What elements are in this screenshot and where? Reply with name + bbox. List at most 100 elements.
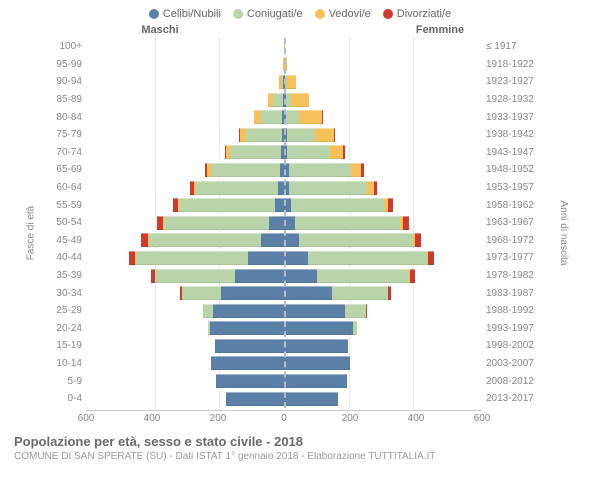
bar-side-female (284, 304, 482, 318)
chart-title: Popolazione per età, sesso e stato civil… (14, 434, 586, 449)
bar-side-female (284, 356, 482, 370)
pyramid-row: 25-291988-1992 (50, 302, 538, 320)
bar-side-female (284, 145, 482, 159)
bar-seg (182, 286, 222, 300)
age-label: 60-64 (50, 182, 86, 193)
bar-side-female (284, 57, 482, 71)
bar-seg (351, 163, 361, 177)
bar-seg (261, 110, 282, 124)
bar-side-male (86, 163, 284, 177)
x-tick: 600 (78, 413, 95, 424)
bar-seg (284, 40, 285, 54)
pyramid-row: 45-491968-1972 (50, 232, 538, 250)
bar-seg (136, 251, 248, 265)
bars-wrap (86, 304, 482, 318)
pyramid-rows: 100+≤ 191795-991918-192290-941923-192785… (50, 38, 538, 408)
bar-seg (149, 233, 261, 247)
header-female: Femmine (300, 24, 540, 36)
x-tick: 400 (144, 413, 161, 424)
bar-side-male (86, 251, 284, 265)
bar-side-female (284, 75, 482, 89)
year-label: 2003-2007 (482, 358, 538, 369)
year-label: 2008-2012 (482, 376, 538, 387)
bar-seg (235, 269, 285, 283)
bar-seg (284, 233, 299, 247)
bar-seg (196, 181, 279, 195)
year-label: ≤ 1917 (482, 41, 538, 52)
bar-seg (155, 269, 234, 283)
bar-seg (284, 269, 317, 283)
year-label: 1943-1947 (482, 147, 538, 158)
x-tick: 0 (281, 413, 287, 424)
bar-seg (284, 321, 353, 335)
legend-item: Vedovi/e (315, 8, 371, 20)
bar-seg (286, 110, 299, 124)
bars-wrap (86, 128, 482, 142)
age-label: 95-99 (50, 59, 86, 70)
bar-seg (299, 233, 413, 247)
bar-seg (179, 198, 275, 212)
bar-seg (332, 286, 388, 300)
bars-wrap (86, 339, 482, 353)
bar-seg (284, 374, 347, 388)
year-label: 1918-1922 (482, 59, 538, 70)
age-label: 70-74 (50, 147, 86, 158)
bars-wrap (86, 93, 482, 107)
bars-wrap (86, 163, 482, 177)
age-label: 55-59 (50, 200, 86, 211)
bar-seg (164, 216, 270, 230)
bar-side-male (86, 145, 284, 159)
year-label: 1948-1952 (482, 164, 538, 175)
pyramid-row: 30-341983-1987 (50, 284, 538, 302)
legend-label: Celibi/Nubili (163, 8, 221, 20)
bar-seg (361, 163, 364, 177)
legend-item: Divorziati/e (383, 8, 451, 20)
bar-seg (221, 286, 284, 300)
pyramid-row: 90-941923-1927 (50, 73, 538, 91)
bar-seg (211, 163, 280, 177)
x-tick: 200 (342, 413, 359, 424)
legend-swatch (149, 9, 159, 19)
bars-wrap (86, 251, 482, 265)
bars-wrap (86, 374, 482, 388)
bar-seg (284, 286, 332, 300)
legend-label: Divorziati/e (397, 8, 451, 20)
bar-seg (284, 198, 291, 212)
bar-side-female (284, 93, 482, 107)
bar-seg (284, 356, 350, 370)
pyramid-row: 15-191998-2002 (50, 337, 538, 355)
age-label: 10-14 (50, 358, 86, 369)
year-label: 1963-1967 (482, 217, 538, 228)
bar-seg (275, 198, 284, 212)
bar-seg (428, 251, 435, 265)
chart-footer: Popolazione per età, sesso e stato civil… (0, 428, 600, 462)
pyramid-row: 0-42013-2017 (50, 390, 538, 408)
bar-seg (203, 304, 213, 318)
bar-side-female (284, 198, 482, 212)
pyramid-row: 55-591958-1962 (50, 196, 538, 214)
age-label: 75-79 (50, 129, 86, 140)
pyramid-row: 5-92008-2012 (50, 372, 538, 390)
bars-wrap (86, 321, 482, 335)
year-label: 1923-1927 (482, 76, 538, 87)
bar-side-female (284, 392, 482, 406)
bar-side-male (86, 93, 284, 107)
x-tick: 600 (474, 413, 491, 424)
bar-seg (366, 304, 367, 318)
bar-seg (287, 128, 315, 142)
pyramid-row: 70-74 1943-1947 (50, 144, 538, 162)
bars-wrap (86, 198, 482, 212)
age-label: 15-19 (50, 340, 86, 351)
column-headers: Maschi Femmine (0, 24, 600, 36)
age-label: 30-34 (50, 288, 86, 299)
age-label: 25-29 (50, 305, 86, 316)
bar-seg (287, 145, 330, 159)
bar-seg (261, 233, 284, 247)
age-label: 40-44 (50, 252, 86, 263)
x-axis: 6004002000200400600 (86, 410, 482, 428)
bar-seg (353, 321, 356, 335)
bar-seg (315, 128, 335, 142)
bar-seg (289, 163, 352, 177)
bar-side-male (86, 181, 284, 195)
bar-seg (216, 374, 284, 388)
